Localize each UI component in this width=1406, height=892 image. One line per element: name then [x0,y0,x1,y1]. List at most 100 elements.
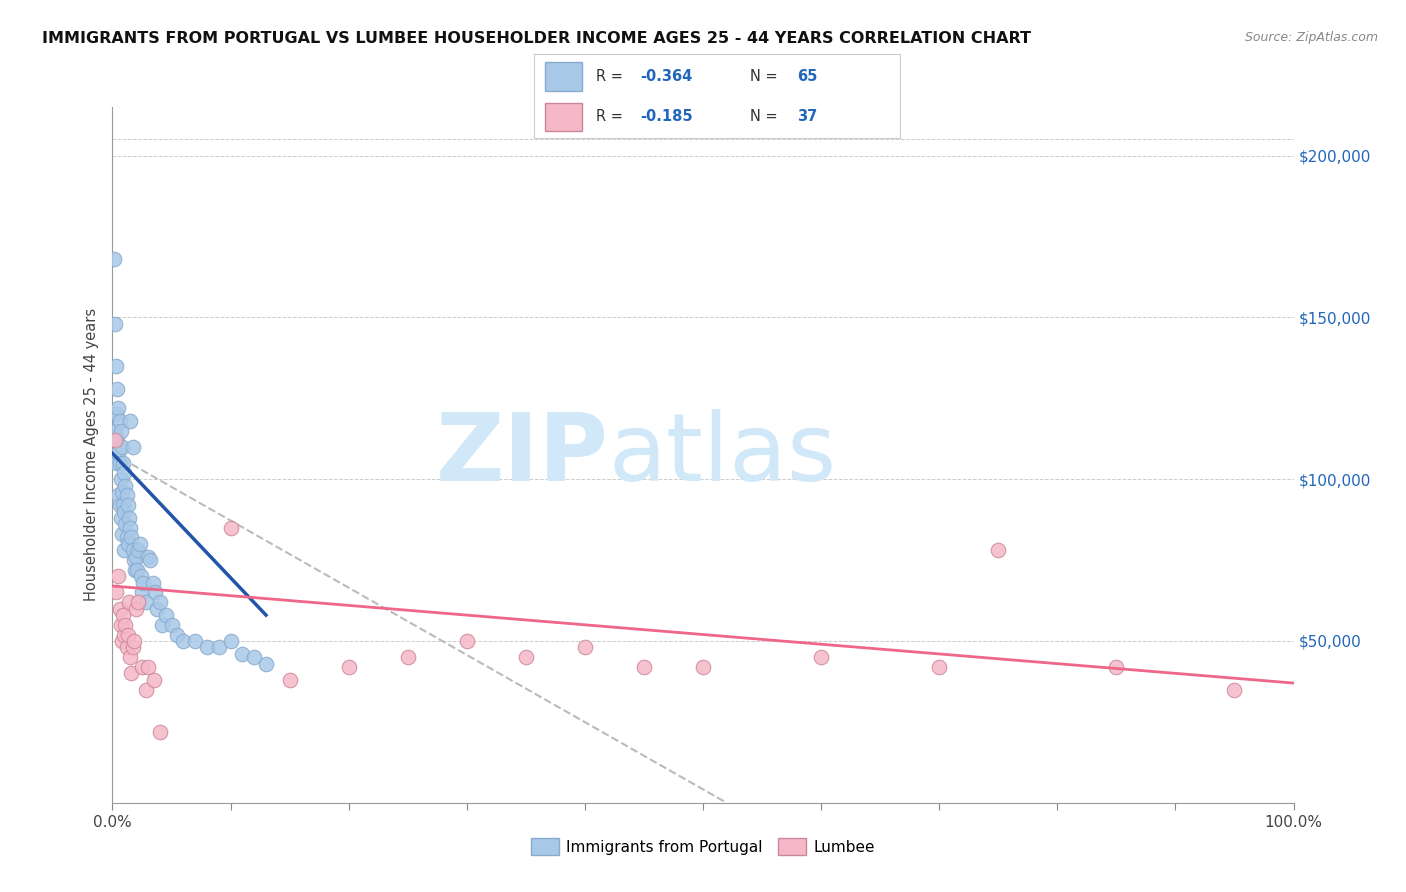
Point [110,424,132,438]
Point [135,682,157,697]
Point [150,617,173,632]
Point [117,537,139,551]
Point [118,511,141,525]
Point [219,521,242,535]
Point [115,488,138,502]
Point [120,521,142,535]
Point [112,504,135,518]
Text: -0.185: -0.185 [640,109,693,124]
Point [107,446,129,460]
Point [131,660,153,674]
Point [131,585,153,599]
Point [121,543,143,558]
Point [928,660,950,674]
Point [117,627,139,641]
Point [127,543,149,558]
Point [231,647,253,661]
Text: ZIP: ZIP [436,409,609,501]
Point [142,575,165,590]
Point [112,456,135,470]
Point [114,517,136,532]
Point [105,434,128,448]
Point [114,478,136,492]
Point [127,595,149,609]
Text: 65: 65 [797,69,818,84]
Point [105,408,128,422]
Point [115,640,138,655]
Point [124,563,146,577]
Point [108,456,131,470]
Point [987,543,1010,558]
Point [692,660,714,674]
Point [112,627,135,641]
Text: atlas: atlas [609,409,837,501]
Y-axis label: Householder Income Ages 25 - 44 years: Householder Income Ages 25 - 44 years [84,309,100,601]
Point [120,531,142,545]
Point [146,601,169,615]
Text: 37: 37 [797,109,818,124]
Point [125,549,148,564]
Point [129,569,152,583]
Text: Source: ZipAtlas.com: Source: ZipAtlas.com [1244,31,1378,45]
Point [172,634,194,648]
Point [108,414,131,428]
Point [105,585,128,599]
Point [118,595,141,609]
Point [127,563,149,577]
Point [122,634,145,648]
Point [120,650,142,665]
Point [111,634,134,648]
Point [108,498,131,512]
Point [139,553,162,567]
Text: IMMIGRANTS FROM PORTUGAL VS LUMBEE HOUSEHOLDER INCOME AGES 25 - 44 YEARS CORRELA: IMMIGRANTS FROM PORTUGAL VS LUMBEE HOUSE… [42,31,1031,46]
Point [136,660,159,674]
Point [105,382,128,396]
Point [111,485,134,500]
Point [396,650,419,665]
Point [112,543,135,558]
Point [110,472,132,486]
Point [208,640,231,655]
Point [115,531,138,545]
Point [195,640,218,655]
Point [810,650,832,665]
Point [515,650,537,665]
Point [111,527,134,541]
Point [120,666,142,681]
Point [117,498,139,512]
FancyBboxPatch shape [546,62,582,91]
Point [121,440,143,454]
Point [107,569,129,583]
Text: R =: R = [596,109,628,124]
Point [142,673,165,687]
Point [128,537,150,551]
Point [337,660,360,674]
Point [166,627,188,641]
Point [103,252,125,267]
Point [574,640,596,655]
FancyBboxPatch shape [546,103,582,131]
Text: R =: R = [596,69,628,84]
Point [104,434,127,448]
Point [114,617,136,632]
Point [110,617,132,632]
Point [122,553,145,567]
Point [143,585,166,599]
Point [112,466,135,480]
Point [121,640,143,655]
Point [112,608,135,623]
Point [120,414,142,428]
Text: N =: N = [749,109,782,124]
Point [104,424,127,438]
Point [160,617,183,632]
Point [110,511,132,525]
Point [112,498,135,512]
Point [1223,682,1246,697]
Point [1105,660,1128,674]
Point [107,401,129,415]
Point [633,660,655,674]
Point [108,601,131,615]
Point [149,595,172,609]
Point [149,724,172,739]
Point [105,359,128,373]
